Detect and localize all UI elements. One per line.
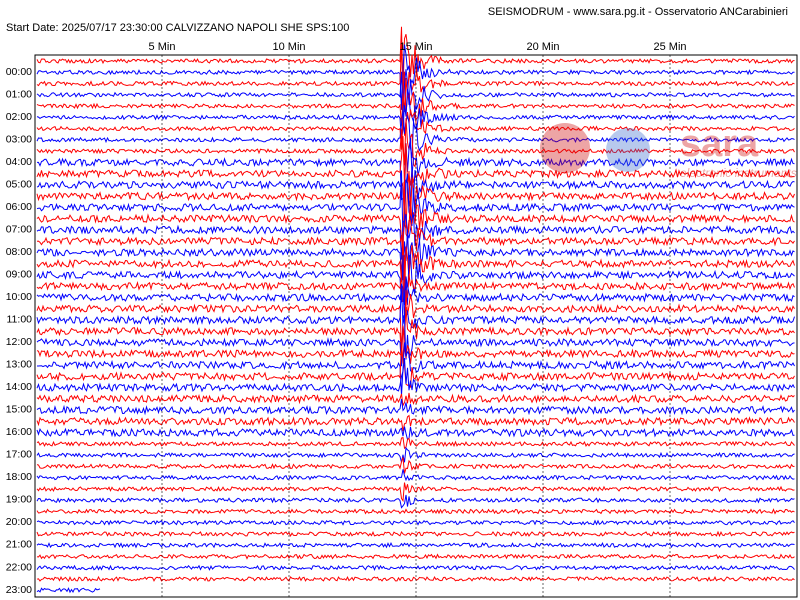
row-label: 10:00 bbox=[6, 291, 32, 303]
trace bbox=[36, 343, 795, 389]
trace bbox=[36, 469, 795, 482]
row-label: 22:00 bbox=[6, 561, 32, 573]
trace bbox=[36, 290, 795, 351]
trace bbox=[36, 109, 795, 159]
trace bbox=[36, 519, 795, 526]
row-label: 15:00 bbox=[6, 404, 32, 416]
row-label: 06:00 bbox=[6, 201, 32, 213]
logo-badge bbox=[606, 128, 650, 172]
trace bbox=[37, 342, 795, 396]
row-label: 18:00 bbox=[6, 471, 32, 483]
row-label: 19:00 bbox=[6, 494, 32, 506]
row-label: 01:00 bbox=[6, 88, 32, 100]
trace bbox=[37, 137, 795, 201]
row-label: 20:00 bbox=[6, 516, 32, 528]
row-label: 11:00 bbox=[7, 314, 33, 326]
trace bbox=[36, 182, 795, 251]
row-label: 16:00 bbox=[6, 426, 32, 438]
x-tick-label: 20 Min bbox=[526, 41, 559, 53]
trace bbox=[36, 283, 795, 329]
trace bbox=[36, 136, 795, 186]
row-label: 03:00 bbox=[6, 133, 32, 145]
trace bbox=[36, 69, 795, 111]
row-label: 23:00 bbox=[6, 584, 32, 596]
trace bbox=[36, 392, 795, 408]
x-tick-label: 15 Min bbox=[399, 41, 432, 53]
title: SEISMODRUM - www.sara.pg.it - Osservator… bbox=[488, 6, 788, 18]
info: Start Date: 2025/07/17 23:30:00 CALVIZZA… bbox=[6, 22, 349, 34]
row-label: 04:00 bbox=[6, 156, 32, 168]
logo-text: sara bbox=[680, 123, 759, 165]
trace bbox=[36, 357, 795, 393]
trace bbox=[36, 457, 795, 474]
trace bbox=[36, 587, 101, 594]
row-label: 13:00 bbox=[6, 359, 32, 371]
trace bbox=[36, 436, 795, 450]
row-label: 14:00 bbox=[6, 381, 32, 393]
x-tick-label: 10 Min bbox=[272, 41, 305, 53]
trace bbox=[36, 220, 795, 261]
x-tick-label: 5 Min bbox=[149, 41, 176, 53]
row-label: 07:00 bbox=[6, 223, 32, 235]
row-label: 17:00 bbox=[6, 449, 32, 461]
row-label: 08:00 bbox=[6, 246, 32, 258]
trace bbox=[36, 542, 795, 549]
trace bbox=[36, 168, 795, 218]
row-label: 09:00 bbox=[6, 268, 32, 280]
trace bbox=[36, 229, 795, 281]
logo: sara electronic instruments bbox=[540, 123, 797, 180]
x-tick-label: 25 Min bbox=[653, 41, 686, 53]
logo-subtitle: electronic instruments bbox=[680, 166, 797, 180]
logo-badge bbox=[540, 123, 590, 173]
row-label: 21:00 bbox=[6, 539, 32, 551]
row-label: 02:00 bbox=[6, 111, 32, 123]
row-label: 00:00 bbox=[6, 66, 32, 78]
row-label: 12:00 bbox=[6, 336, 32, 348]
trace bbox=[36, 494, 795, 509]
trace bbox=[36, 42, 795, 113]
row-label: 05:00 bbox=[6, 178, 32, 190]
